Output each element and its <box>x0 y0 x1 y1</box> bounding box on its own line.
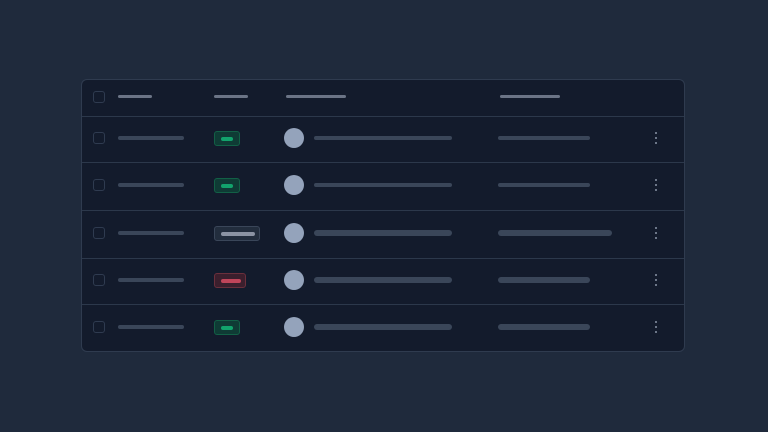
detail-placeholder <box>498 136 590 140</box>
table-row[interactable] <box>82 116 684 163</box>
avatar <box>284 270 304 290</box>
avatar <box>284 128 304 148</box>
detail-placeholder <box>498 324 590 330</box>
detail-placeholder <box>498 277 590 283</box>
row-checkbox[interactable] <box>93 227 105 239</box>
table-row[interactable] <box>82 258 684 305</box>
avatar <box>284 317 304 337</box>
detail-placeholder <box>498 230 612 236</box>
name-placeholder <box>314 277 452 283</box>
table-header <box>82 80 684 117</box>
row-checkbox[interactable] <box>93 274 105 286</box>
header-placeholder-1 <box>118 95 152 98</box>
header-placeholder-2 <box>214 95 248 98</box>
header-placeholder-3 <box>286 95 346 98</box>
kebab-vertical-icon[interactable] <box>654 179 658 193</box>
data-table-skeleton <box>81 79 685 352</box>
kebab-vertical-icon[interactable] <box>654 227 658 241</box>
text-placeholder <box>118 183 184 187</box>
status-badge-success <box>214 178 240 193</box>
text-placeholder <box>118 278 184 282</box>
row-checkbox[interactable] <box>93 179 105 191</box>
text-placeholder <box>118 231 184 235</box>
table-row[interactable] <box>82 210 684 259</box>
avatar <box>284 223 304 243</box>
name-placeholder <box>314 183 452 187</box>
text-placeholder <box>118 325 184 329</box>
name-placeholder <box>314 324 452 330</box>
table-row[interactable] <box>82 304 684 351</box>
name-placeholder <box>314 136 452 140</box>
row-checkbox[interactable] <box>93 132 105 144</box>
avatar <box>284 175 304 195</box>
kebab-vertical-icon[interactable] <box>654 274 658 288</box>
table-row[interactable] <box>82 162 684 211</box>
status-badge-neutral <box>214 226 260 241</box>
status-badge-success <box>214 320 240 335</box>
row-checkbox[interactable] <box>93 321 105 333</box>
name-placeholder <box>314 230 452 236</box>
select-all-checkbox[interactable] <box>93 91 105 103</box>
kebab-vertical-icon[interactable] <box>654 321 658 335</box>
text-placeholder <box>118 136 184 140</box>
kebab-vertical-icon[interactable] <box>654 132 658 146</box>
header-placeholder-4 <box>500 95 560 98</box>
detail-placeholder <box>498 183 590 187</box>
status-badge-success <box>214 131 240 146</box>
status-badge-danger <box>214 273 246 288</box>
